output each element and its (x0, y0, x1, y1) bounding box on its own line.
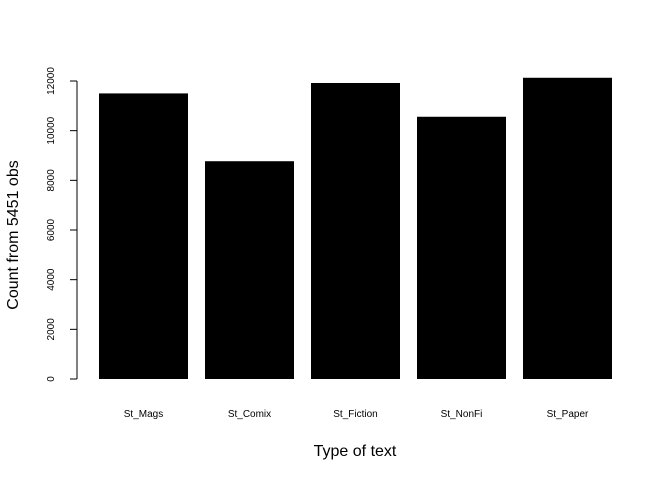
y-tick-label: 4000 (46, 268, 57, 291)
y-tick-label: 8000 (46, 169, 57, 192)
y-tick-label: 0 (46, 376, 57, 382)
bars-group (99, 77, 612, 380)
x-category-labels: St_Mags St_Comix St_Fiction St_NonFi St_Pape… (124, 409, 589, 420)
y-axis: 0 2000 4000 6000 8000 10000 12000 (46, 67, 78, 382)
x-tick-label: St_Paper (547, 409, 589, 420)
x-tick-label: St_Mags (124, 409, 163, 420)
x-axis-title: Type of text (314, 443, 397, 460)
x-tick-label: St_Fiction (333, 409, 377, 420)
bar-st-paper (523, 77, 612, 379)
y-tick-label: 2000 (46, 318, 57, 341)
y-axis-title: Count from 5451 obs (5, 160, 22, 309)
y-tick-label: 10000 (46, 116, 57, 144)
x-tick-label: St_NonFi (441, 409, 483, 420)
bar-st-fiction (311, 82, 400, 379)
bar-st-comix (205, 161, 294, 379)
bar-st-nonfi (417, 116, 506, 379)
y-tick-label: 12000 (46, 67, 57, 95)
bar-st-mags (99, 93, 188, 380)
y-tick-label: 6000 (46, 218, 57, 241)
x-tick-label: St_Comix (228, 409, 271, 420)
